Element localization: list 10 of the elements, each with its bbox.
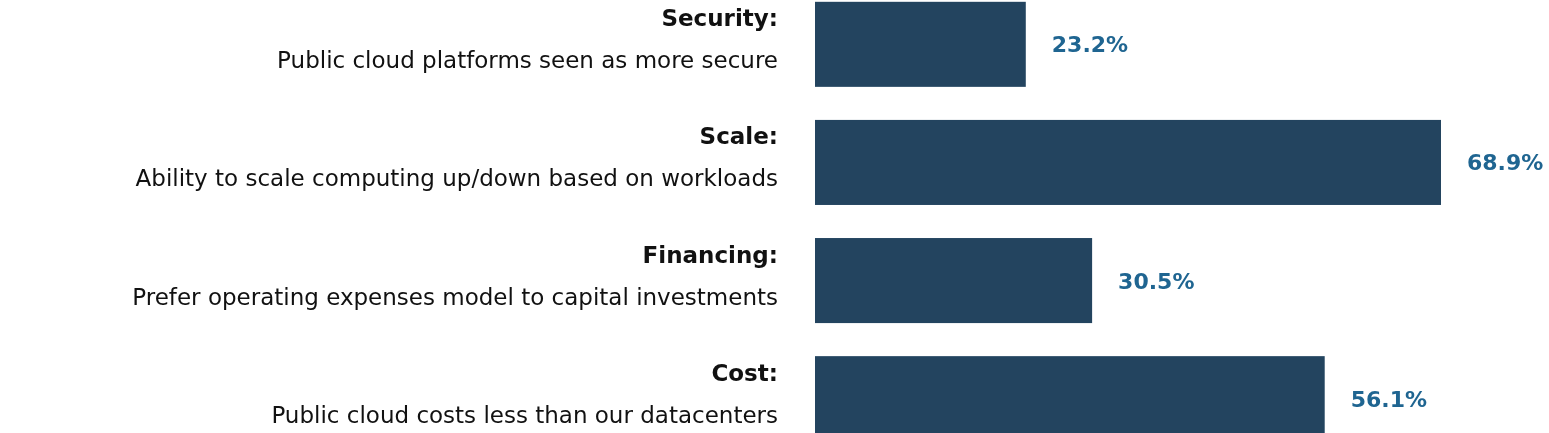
y-tick-label: Cost: Public cloud costs less than our datacenters: [271, 359, 778, 428]
y-tick-label: Scale: Ability to scale computing up/down based on workloads: [135, 123, 778, 192]
bar: [815, 119, 1441, 205]
data-label: 68.9%: [1467, 150, 1544, 176]
bar: [815, 1, 1026, 87]
data-label: 30.5%: [1118, 268, 1195, 294]
data-label: 56.1%: [1350, 386, 1428, 412]
y-tick-label: Financing: Prefer operating expenses model to capital investments: [132, 241, 778, 310]
data-label: 23.2%: [1051, 32, 1129, 58]
y-tick-label: Security: Public cloud platforms seen as more secure: [277, 5, 778, 74]
